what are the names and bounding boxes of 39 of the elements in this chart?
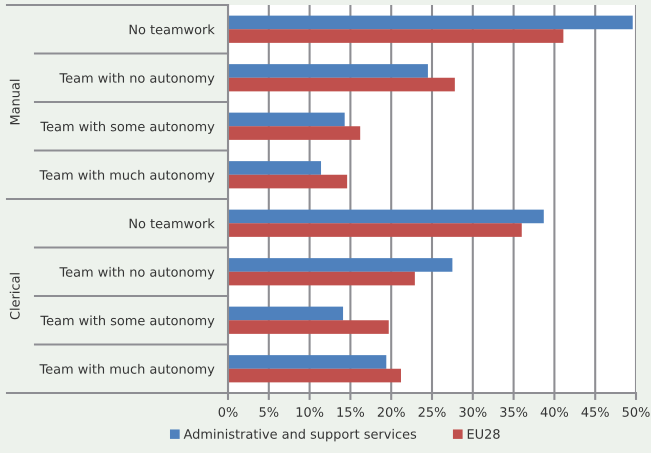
y-tick-label: Team with no autonomy [59,72,214,86]
y-tick-label: No teamwork [130,218,215,228]
bar [228,355,386,369]
bar [228,320,389,334]
x-tick-label: 35% [500,407,528,417]
legend-label: Administrative and support services [184,428,416,442]
legend-label: EU28 [468,429,500,439]
bar [228,161,322,175]
bar [228,306,344,320]
bar [228,258,452,272]
x-tick-label: 30% [459,407,486,417]
y-tick-label: Team with some autonomy [40,121,214,134]
bar [228,223,522,237]
bar [228,29,564,43]
text: Clerical [10,273,20,320]
bar [228,78,455,92]
bar [228,210,544,224]
bar [228,368,401,382]
bar [228,112,345,126]
x-tick-label: 20% [378,407,405,417]
y-tick-label: No teamwork [130,24,215,34]
bar [228,272,415,286]
x-tick-label: 15% [337,407,364,417]
text: Manual [10,80,20,124]
y-tick-label: Team with much autonomy [39,364,214,376]
bar [228,126,360,140]
bar [228,16,633,30]
y-tick-label: Team with some autonomy [40,315,214,328]
x-tick-label: 5% [260,407,278,417]
x-tick-label: 50% [622,407,650,417]
x-tick-label: 10% [296,407,324,417]
x-tick-label: 40% [540,407,568,417]
y-tick-label: Team with no autonomy [59,266,214,280]
x-tick-label: 0% [218,407,238,417]
x-tick-label: 45% [581,407,609,417]
x-tick-label: 25% [418,407,446,417]
bar [228,64,428,78]
y-tick-label: Team with much autonomy [39,170,214,182]
bar [228,174,348,188]
